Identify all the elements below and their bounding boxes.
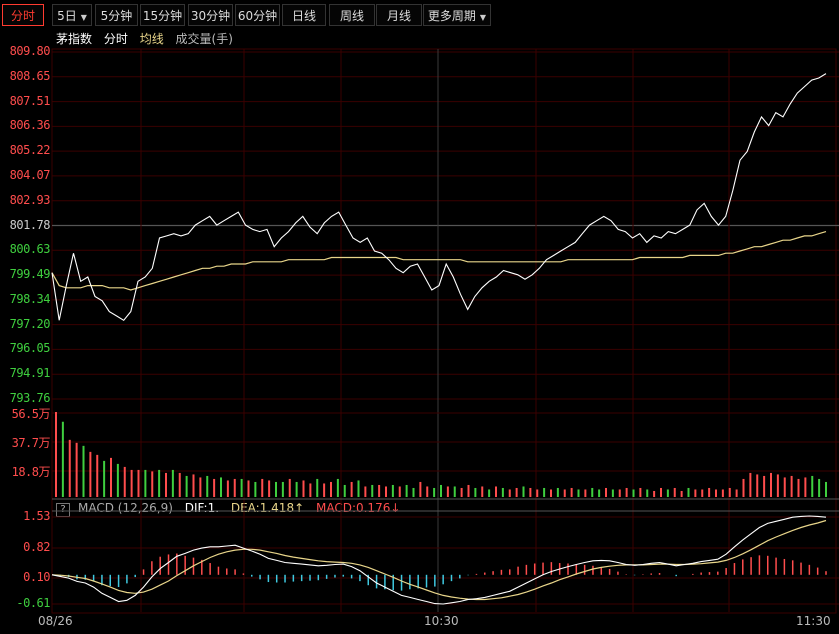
tab-label: 日线 [291, 9, 316, 23]
price-tick-label: 802.93 [9, 192, 51, 207]
chevron-down-icon: ▼ [80, 13, 87, 22]
index-name: 茅指数 [56, 32, 93, 46]
tab-3[interactable]: 15分钟 [140, 4, 185, 26]
price-tick-label: 796.05 [9, 341, 51, 356]
tab-label: 30分钟 [190, 9, 231, 23]
price-tick-label: 794.91 [9, 366, 51, 381]
tab-6[interactable]: 日线 [282, 4, 326, 26]
tab-0[interactable]: 分时 [2, 4, 44, 26]
macd-tick-label: -0.61 [16, 596, 50, 610]
price-tick-label: 793.76 [9, 391, 51, 405]
time-label-end: 11:30 [796, 614, 831, 628]
price-tick-label: 801.78 [9, 217, 51, 232]
price-tick-label: 799.49 [9, 267, 51, 282]
legend-volume: 成交量(手) [175, 32, 233, 46]
tab-1[interactable]: 5日 ▼ [52, 4, 92, 26]
tab-2[interactable]: 5分钟 [95, 4, 138, 26]
price-tick-label: 798.34 [9, 291, 51, 306]
price-tick-label: 800.63 [9, 242, 51, 257]
tab-label: 15分钟 [142, 9, 183, 23]
chart-legend: 茅指数 分时 均线 成交量(手) [56, 30, 241, 48]
price-line [51, 73, 827, 322]
average-price-line [51, 231, 827, 291]
tab-8[interactable]: 月线 [376, 4, 422, 26]
tab-label: 周线 [339, 9, 364, 23]
tab-label: 月线 [386, 9, 411, 23]
tab-4[interactable]: 30分钟 [188, 4, 233, 26]
volume-tick-label: 18.8万 [11, 465, 51, 479]
tab-label: 更多周期 [427, 9, 476, 23]
price-tick-label: 805.22 [9, 143, 51, 158]
tab-9[interactable]: 更多周期 ▼ [423, 4, 491, 26]
tab-label: 5分钟 [100, 9, 133, 23]
dif-line [51, 515, 827, 605]
price-tick-label: 804.07 [9, 167, 51, 182]
chart-frame [51, 48, 837, 614]
legend-mode: 分时 [103, 32, 128, 46]
time-label-start: 08/26 [38, 614, 73, 628]
tab-label: 分时 [10, 9, 35, 23]
price-tick-label: 807.51 [9, 93, 51, 108]
tab-label: 5日 [57, 9, 77, 23]
dea-line [51, 519, 827, 601]
price-tick-label: 806.36 [9, 118, 51, 133]
macd-tick-label: 0.82 [23, 540, 50, 554]
macd-tick-label: 0.10 [23, 570, 50, 584]
legend-avg: 均线 [139, 32, 164, 46]
period-tabs: 分时 5日 ▼ 5分钟 15分钟 30分钟 60分钟 日线 周线 月线 更多周期 ▼ [0, 0, 839, 27]
time-label-mid: 10:30 [424, 614, 459, 628]
volume-tick-label: 37.7万 [11, 436, 51, 450]
volume-tick-label: 56.5万 [11, 407, 51, 421]
price-tick-label: 808.65 [9, 68, 51, 83]
price-tick-label: 797.20 [9, 316, 51, 331]
tab-7[interactable]: 周线 [329, 4, 375, 26]
chevron-down-icon: ▼ [479, 13, 487, 22]
tab-label: 60分钟 [237, 9, 278, 23]
tab-5[interactable]: 60分钟 [235, 4, 280, 26]
price-tick-label: 809.80 [9, 44, 51, 58]
macd-tick-label: 1.53 [23, 509, 50, 523]
